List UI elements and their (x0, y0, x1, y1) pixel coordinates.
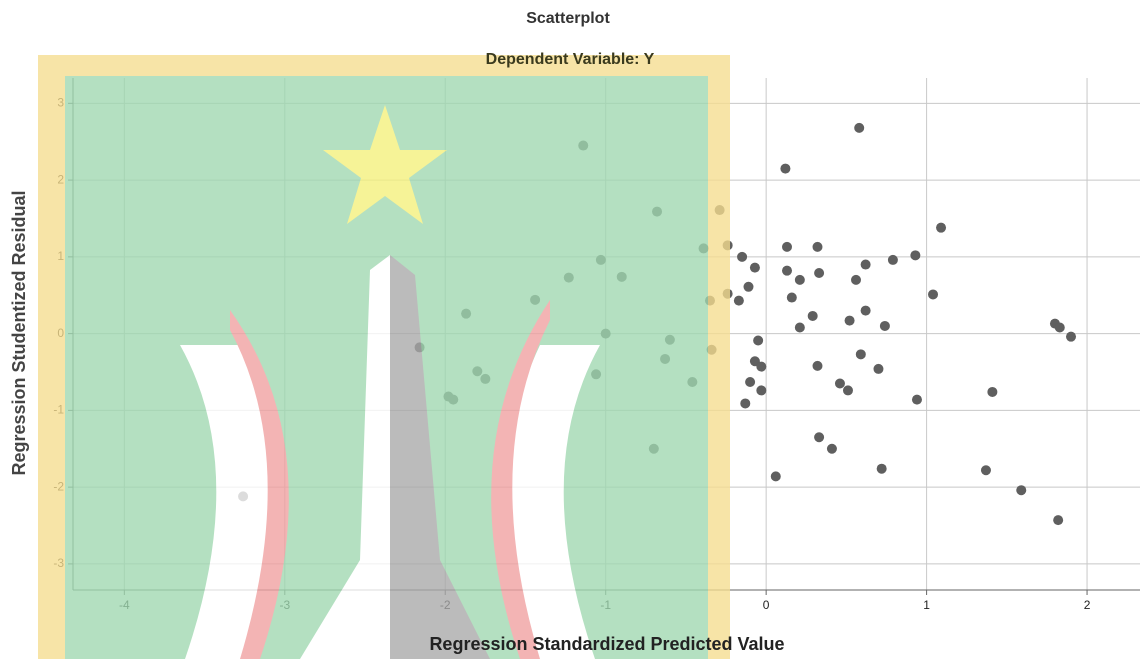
x-tick-label: 2 (1084, 598, 1091, 612)
point (812, 361, 822, 371)
point (854, 123, 864, 133)
point (782, 266, 792, 276)
point (910, 250, 920, 260)
point (782, 242, 792, 252)
point (787, 293, 797, 303)
point (856, 349, 866, 359)
point (743, 282, 753, 292)
point (734, 296, 744, 306)
point (861, 260, 871, 270)
chart-title: Scatterplot (526, 10, 610, 27)
point (814, 268, 824, 278)
point (888, 255, 898, 265)
point (827, 444, 837, 454)
point (812, 242, 822, 252)
point (845, 316, 855, 326)
point (861, 306, 871, 316)
x-tick-label: 1 (923, 598, 930, 612)
x-tick-label: 0 (763, 598, 770, 612)
point (851, 275, 861, 285)
point (912, 395, 922, 405)
point (756, 362, 766, 372)
y-axis-label: Regression Studentized Residual (9, 190, 29, 475)
point (873, 364, 883, 374)
point (740, 398, 750, 408)
point (745, 377, 755, 387)
point (1055, 322, 1065, 332)
point (928, 289, 938, 299)
point (880, 321, 890, 331)
point (814, 432, 824, 442)
point (780, 164, 790, 174)
page: -4-3-2-1012-3-2-10123 Scatterplot Depend… (0, 0, 1144, 659)
point (877, 464, 887, 474)
point (1066, 332, 1076, 342)
point (771, 471, 781, 481)
point (753, 336, 763, 346)
point (987, 387, 997, 397)
point (808, 311, 818, 321)
point (756, 385, 766, 395)
point (981, 465, 991, 475)
x-axis-label: Regression Standardized Predicted Value (429, 634, 784, 654)
watermark (38, 55, 730, 659)
point (1053, 515, 1063, 525)
point (835, 379, 845, 389)
point (936, 223, 946, 233)
point (843, 385, 853, 395)
point (795, 275, 805, 285)
chart-subtitle: Dependent Variable: Y (486, 51, 655, 68)
point (737, 252, 747, 262)
point (750, 263, 760, 273)
chart: -4-3-2-1012-3-2-10123 Scatterplot Depend… (0, 0, 1144, 659)
point (795, 322, 805, 332)
point (1016, 485, 1026, 495)
